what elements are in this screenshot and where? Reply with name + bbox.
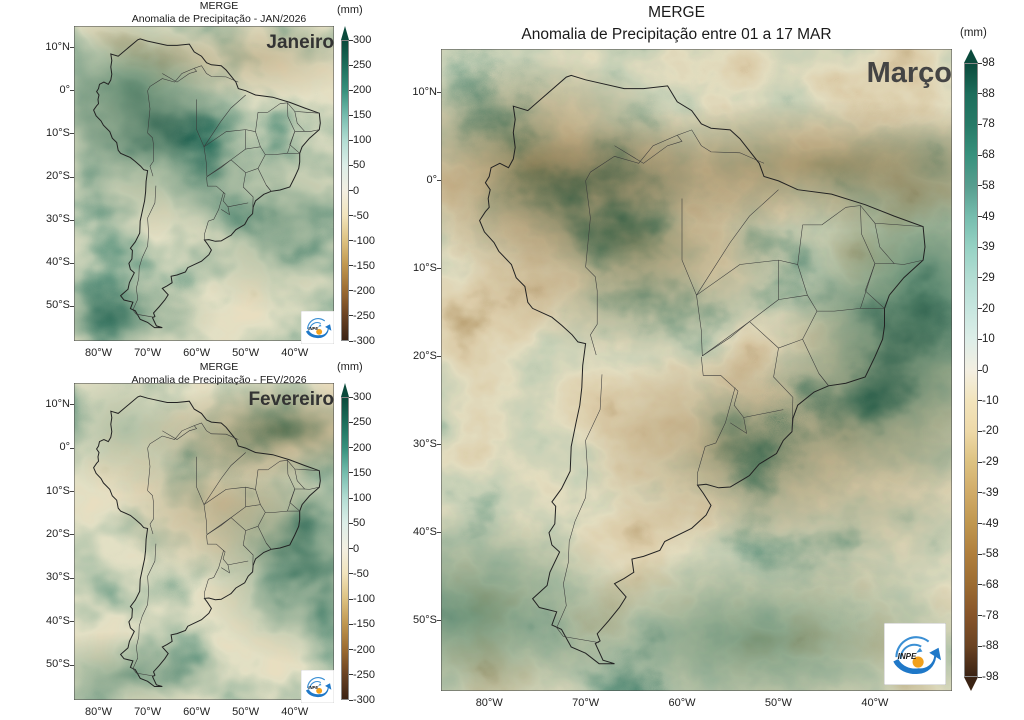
svg-text:INPE: INPE <box>898 652 917 661</box>
svg-text:INPE: INPE <box>308 685 318 690</box>
svg-text:INPE: INPE <box>308 326 318 331</box>
